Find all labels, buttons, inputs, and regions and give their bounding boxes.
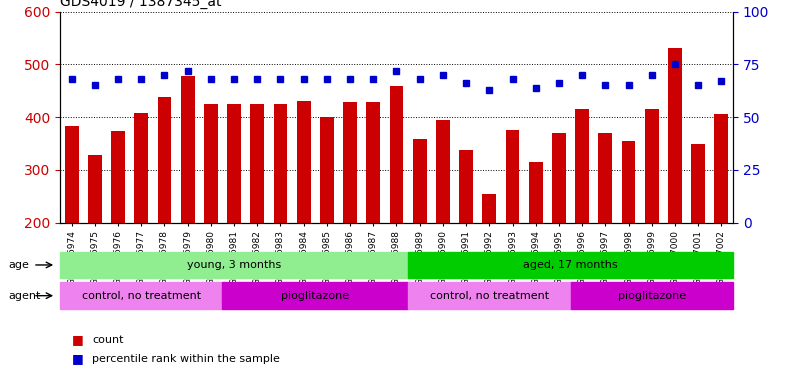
- Bar: [296, 101, 311, 223]
- Bar: [570, 282, 733, 309]
- Bar: [505, 130, 520, 223]
- Bar: [181, 76, 195, 223]
- Bar: [668, 48, 682, 223]
- Text: control, no treatment: control, no treatment: [82, 291, 201, 301]
- Text: ■: ■: [72, 333, 84, 346]
- Text: count: count: [92, 335, 123, 345]
- Bar: [622, 141, 635, 223]
- Text: pioglitazone: pioglitazone: [281, 291, 349, 301]
- Bar: [204, 104, 218, 223]
- Bar: [320, 117, 334, 223]
- Bar: [366, 103, 380, 223]
- Bar: [714, 114, 728, 223]
- Text: GDS4019 / 1387345_at: GDS4019 / 1387345_at: [60, 0, 222, 9]
- Text: aged, 17 months: aged, 17 months: [523, 260, 618, 270]
- Bar: [598, 133, 612, 223]
- Bar: [60, 252, 408, 278]
- Bar: [60, 282, 223, 309]
- Bar: [389, 86, 404, 223]
- Text: agent: agent: [8, 291, 40, 301]
- Text: young, 3 months: young, 3 months: [187, 260, 281, 270]
- Bar: [552, 133, 566, 223]
- Text: age: age: [8, 260, 29, 270]
- Bar: [482, 194, 497, 223]
- Bar: [529, 162, 542, 223]
- Bar: [273, 104, 288, 223]
- Bar: [158, 97, 171, 223]
- Bar: [691, 144, 705, 223]
- Bar: [111, 131, 125, 223]
- Bar: [343, 103, 357, 223]
- Text: ■: ■: [72, 353, 84, 366]
- Bar: [459, 151, 473, 223]
- Bar: [645, 109, 658, 223]
- Bar: [223, 282, 408, 309]
- Bar: [135, 113, 148, 223]
- Text: pioglitazone: pioglitazone: [618, 291, 686, 301]
- Bar: [251, 104, 264, 223]
- Text: percentile rank within the sample: percentile rank within the sample: [92, 354, 280, 364]
- Bar: [575, 109, 589, 223]
- Bar: [408, 282, 570, 309]
- Bar: [88, 155, 102, 223]
- Bar: [227, 104, 241, 223]
- Bar: [436, 120, 450, 223]
- Bar: [413, 139, 427, 223]
- Text: control, no treatment: control, no treatment: [430, 291, 549, 301]
- Bar: [65, 126, 78, 223]
- Bar: [408, 252, 733, 278]
